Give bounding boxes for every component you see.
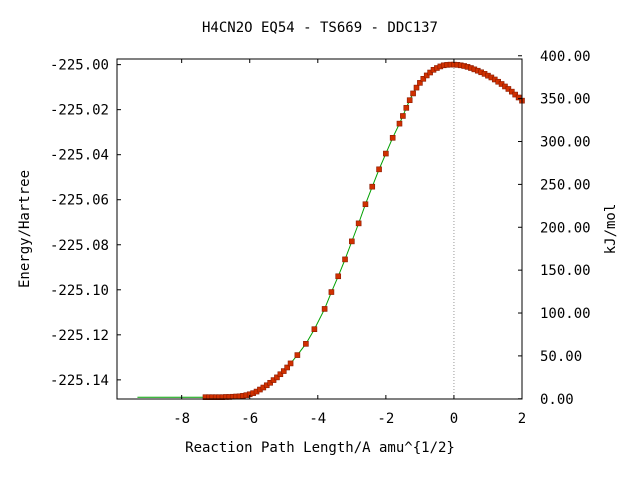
data-point	[515, 94, 522, 101]
data-point	[410, 90, 416, 97]
data-point	[362, 201, 369, 208]
x-axis-label: Reaction Path Length/A amu^{1/2}	[185, 440, 455, 456]
y-axis-label: Energy/Hartree	[17, 170, 33, 288]
y2-tick-label: 400.00	[540, 49, 591, 65]
y2-axis-label: kJ/mol	[603, 204, 619, 255]
data-point	[512, 91, 518, 98]
data-point	[389, 135, 396, 141]
y2-tick-label: 350.00	[540, 92, 591, 108]
data-point	[277, 371, 284, 378]
x-tick-label: -2	[377, 411, 394, 427]
data-point	[280, 368, 287, 374]
data-point	[321, 306, 328, 312]
data-point	[406, 97, 413, 104]
y-tick-label: -225.08	[50, 238, 109, 254]
x-tick-label: 0	[450, 411, 458, 427]
data-point	[396, 120, 403, 127]
y-axis-left: -225.00 -225.02 -225.04 -225.06 -225.08 -225.…	[50, 58, 121, 389]
data-point	[303, 341, 309, 347]
x-tick-label: 2	[518, 411, 526, 427]
y2-tick-label: 250.00	[540, 177, 591, 193]
data-point	[403, 105, 410, 111]
data-point	[417, 80, 423, 86]
y-tick-label: -225.10	[50, 283, 109, 299]
data-point	[342, 256, 348, 263]
data-point	[369, 183, 376, 190]
y-tick-label: -225.06	[50, 193, 109, 209]
y-tick-label: -225.12	[50, 328, 109, 344]
data-point	[274, 374, 280, 381]
data-point	[311, 326, 318, 333]
data-point	[294, 352, 301, 358]
plot-frame	[116, 58, 523, 400]
y-tick-label: -225.00	[50, 58, 109, 74]
data-point	[400, 113, 406, 119]
data-point	[508, 88, 515, 95]
x-tick-label: -8	[173, 411, 190, 427]
data-point	[284, 364, 290, 371]
y2-tick-label: 150.00	[540, 263, 591, 279]
x-tick-label: -6	[241, 411, 258, 427]
data-point	[376, 166, 382, 173]
y-tick-label: -225.02	[50, 103, 109, 119]
data-point	[335, 273, 342, 280]
x-axis: -8 -6 -4 -2 0 2	[173, 59, 526, 427]
y2-tick-label: 300.00	[540, 135, 591, 151]
y2-tick-label: 100.00	[540, 306, 591, 322]
energy-curve	[205, 64, 523, 398]
data-point	[420, 76, 427, 82]
y2-tick-label: 50.00	[540, 349, 582, 365]
data-point	[423, 72, 430, 79]
y-tick-label: -225.04	[50, 148, 109, 164]
data-point	[355, 220, 362, 227]
data-point	[287, 360, 294, 367]
y2-tick-label: 200.00	[540, 220, 591, 236]
y2-tick-label: 0.00	[540, 392, 574, 408]
data-point	[383, 150, 389, 157]
y-axis-right: 400.00 350.00 300.00 250.00 200.00 150.00 100.…	[518, 49, 591, 408]
y-tick-label: -225.14	[50, 373, 109, 389]
chart-title: H4CN2O EQ54 - TS669 - DDC137	[202, 20, 438, 36]
data-point	[328, 289, 335, 295]
data-point	[413, 84, 420, 91]
x-tick-label: -4	[309, 411, 326, 427]
plot-area	[137, 59, 525, 401]
data-point	[349, 238, 355, 245]
